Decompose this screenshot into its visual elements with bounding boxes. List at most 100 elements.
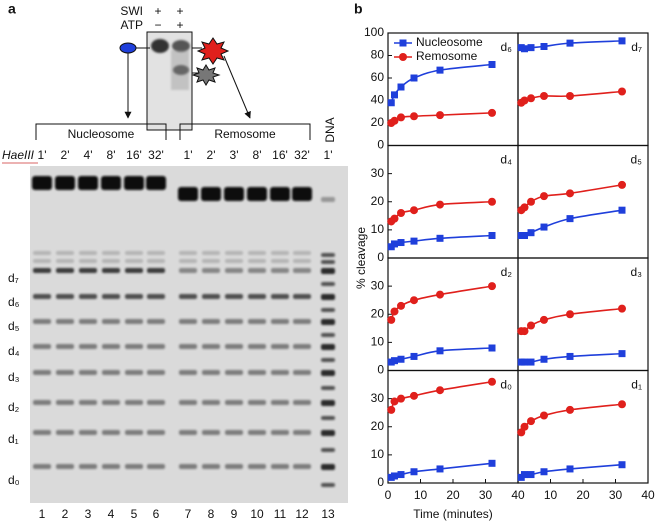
- marker: [410, 237, 418, 245]
- fit-curve: [520, 184, 623, 211]
- plot-frame: [517, 257, 649, 372]
- gel-band: [125, 251, 143, 255]
- band-label: d₁: [8, 432, 19, 446]
- gel-band: [56, 344, 74, 349]
- marker: [618, 206, 626, 214]
- marker: [527, 358, 535, 366]
- gel-band: [56, 268, 74, 273]
- gel-band: [293, 294, 311, 299]
- marker: [566, 465, 574, 473]
- gel-band: [321, 253, 335, 257]
- marker: [410, 74, 418, 82]
- panel-title: d₆: [500, 40, 512, 54]
- y-tick-label: 0: [377, 475, 384, 489]
- gel-band: [79, 370, 97, 375]
- gel-band: [248, 400, 266, 405]
- lane-number: 9: [231, 507, 238, 521]
- gel-band: [147, 319, 165, 324]
- lane-number: 11: [274, 507, 287, 521]
- lane-number: 6: [153, 507, 160, 521]
- lane-number: 5: [131, 507, 138, 521]
- gel-band: [33, 259, 51, 263]
- band-label: d₂: [8, 400, 20, 414]
- gel-band: [293, 259, 311, 263]
- gel-band: [271, 319, 289, 324]
- gel-band: [56, 251, 74, 255]
- y-tick-label: 30: [371, 166, 385, 180]
- gel-band: [248, 251, 266, 255]
- marker: [540, 468, 548, 476]
- sign: −: [154, 18, 161, 32]
- band-label: d₅: [8, 319, 20, 333]
- gel-band: [147, 400, 165, 405]
- gel-band: [102, 464, 120, 469]
- remosome-icon: [196, 37, 230, 65]
- marker: [566, 189, 574, 198]
- gel-band: [146, 176, 166, 190]
- gel-band: [79, 268, 97, 273]
- gel-band: [78, 176, 98, 190]
- marker: [520, 96, 529, 105]
- gel-band: [202, 294, 220, 299]
- lane-number: 1: [39, 507, 46, 521]
- marker: [488, 344, 496, 352]
- gel-band: [125, 294, 143, 299]
- gel-band: [321, 358, 335, 362]
- gel-band: [225, 319, 243, 324]
- y-axis-label: % cleavage: [354, 227, 368, 289]
- gel-band: [293, 344, 311, 349]
- band-label: d₀: [8, 473, 20, 487]
- marker: [390, 397, 399, 406]
- marker: [520, 327, 529, 336]
- gel-band: [270, 187, 290, 201]
- marker: [527, 471, 535, 479]
- marker: [540, 92, 548, 100]
- marker: [397, 394, 405, 403]
- gel-band: [271, 344, 289, 349]
- marker: [540, 223, 548, 231]
- time-label: 1': [38, 148, 47, 162]
- gel-band: [225, 464, 243, 469]
- panel-label: b: [354, 1, 363, 17]
- marker: [521, 471, 528, 479]
- gel-band: [321, 260, 335, 264]
- band-label: d₄: [8, 344, 20, 358]
- gel-band: [293, 464, 311, 469]
- time-label: 4': [84, 148, 93, 162]
- marker: [618, 37, 626, 45]
- gel-band: [248, 344, 266, 349]
- lane-number: 13: [321, 507, 335, 521]
- gel-band: [147, 430, 165, 435]
- marker: [618, 87, 626, 96]
- time-label: 8': [253, 148, 262, 162]
- marker: [540, 192, 548, 201]
- panel-title: d₃: [630, 265, 642, 279]
- marker: [527, 321, 535, 330]
- legend-marker: [399, 39, 407, 47]
- marker: [527, 44, 535, 52]
- marker: [488, 232, 496, 239]
- plot-frame: [517, 32, 649, 147]
- gel-band: [147, 370, 165, 375]
- gel-band: [79, 464, 97, 469]
- gel-band: [102, 319, 120, 324]
- marker: [618, 400, 626, 409]
- gel-band: [102, 268, 120, 273]
- time-label: 1': [324, 148, 333, 162]
- x-tick-label: 10: [544, 488, 558, 502]
- gel-band: [293, 400, 311, 405]
- marker: [387, 405, 396, 414]
- gel-band: [179, 294, 197, 299]
- y-tick-label: 10: [371, 335, 385, 349]
- panel-label: a: [8, 1, 16, 17]
- fit-curve: [390, 380, 493, 411]
- panel-title: d₂: [501, 265, 513, 279]
- gel-band: [124, 176, 144, 190]
- gel-band: [102, 251, 120, 255]
- gel-band: [179, 370, 197, 375]
- marker: [618, 304, 626, 313]
- gel-band: [321, 448, 335, 452]
- y-tick-label: 0: [377, 363, 384, 377]
- gel-band: [125, 344, 143, 349]
- time-label: 1': [184, 148, 193, 162]
